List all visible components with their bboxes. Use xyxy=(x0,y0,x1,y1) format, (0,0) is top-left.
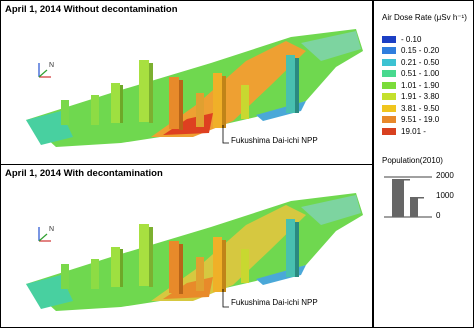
map-panel: April 1, 2014 With decontamination N Fuk… xyxy=(1,164,372,327)
legend-label: - 0.10 xyxy=(401,34,422,44)
annotation: Fukushima Dai-ichi NPP xyxy=(231,136,318,145)
legend-label: 1.01 - 1.90 xyxy=(401,80,440,90)
legend-label: 0.15 - 0.20 xyxy=(401,46,440,55)
legend-swatch xyxy=(382,127,396,135)
legend-item: 0.21 - 0.50 xyxy=(382,57,439,67)
legend-item: 1.91 - 3.80 xyxy=(382,92,439,102)
legend-swatch xyxy=(382,81,396,89)
panel-title: April 1, 2014 With decontamination xyxy=(5,168,163,179)
legend-swatch xyxy=(382,116,396,123)
legend-swatch xyxy=(382,35,396,43)
scale-label: 1000 xyxy=(436,191,454,200)
legend-item: 19.01 - xyxy=(382,126,426,136)
legend-swatch xyxy=(382,104,396,112)
legend-label: 9.51 - 19.0 xyxy=(401,115,440,124)
legend-swatch xyxy=(382,93,396,100)
terrain: N xyxy=(26,193,363,311)
map-panel: April 1, 2014 Without decontamination N … xyxy=(1,1,372,164)
legend-item: 1.01 - 1.90 xyxy=(382,80,439,90)
terrain: N xyxy=(26,29,363,147)
legend-label: 3.81 - 9.50 xyxy=(401,103,440,113)
legend-title: Air Dose Rate (μSv h⁻¹) xyxy=(382,13,467,22)
legend-label: 19.01 - xyxy=(401,126,426,136)
legend-item: - 0.10 xyxy=(382,34,421,44)
annotation: Fukushima Dai-ichi NPP xyxy=(231,298,318,307)
legend-label: 0.51 - 1.00 xyxy=(401,69,440,78)
scale-label: 2000 xyxy=(436,171,454,180)
svg-text:N: N xyxy=(49,62,54,69)
population-title: Population(2010) xyxy=(382,156,443,165)
legend-item: 3.81 - 9.50 xyxy=(382,103,439,113)
svg-text:N: N xyxy=(49,226,54,233)
legend-swatch xyxy=(382,47,396,54)
legend-swatch xyxy=(382,58,396,66)
map-area: April 1, 2014 Without decontamination N … xyxy=(0,0,373,328)
panel-title: April 1, 2014 Without decontamination xyxy=(5,4,178,15)
legend-item: 9.51 - 19.0 xyxy=(382,115,439,125)
scale-label: 0 xyxy=(436,211,441,220)
legend-label: 1.91 - 3.80 xyxy=(401,92,440,101)
legend-item: 0.15 - 0.20 xyxy=(382,46,439,56)
legend-label: 0.21 - 0.50 xyxy=(401,57,440,67)
legend-panel: Air Dose Rate (μSv h⁻¹) - 0.10 0.15 - 0.2… xyxy=(373,0,474,328)
population-icon xyxy=(384,176,432,218)
legend-swatch xyxy=(382,70,396,77)
legend-item: 0.51 - 1.00 xyxy=(382,69,439,79)
